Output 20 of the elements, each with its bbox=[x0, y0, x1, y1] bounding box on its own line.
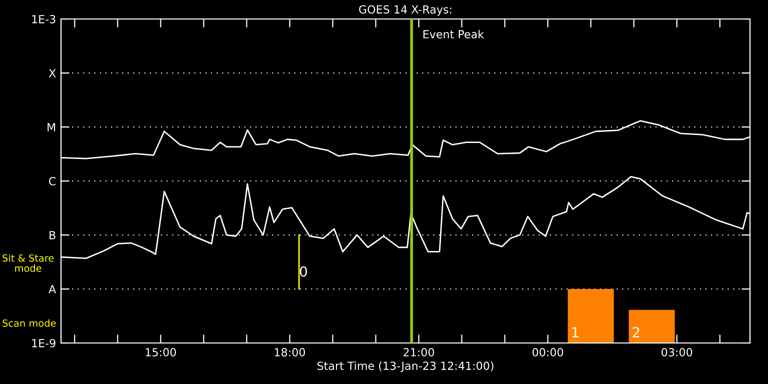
x-tick-label: 21:00 bbox=[404, 348, 434, 356]
x-tick-label: 03:00 bbox=[662, 348, 692, 356]
y-tick-label: C bbox=[49, 176, 56, 186]
x-tick-label: 18:00 bbox=[274, 348, 305, 356]
y-tick-label: M bbox=[48, 123, 56, 132]
annotation: 2 bbox=[632, 327, 640, 338]
annotation: 1 bbox=[572, 327, 578, 338]
text: Sit & Stare mode bbox=[2, 254, 54, 272]
y-tick-label: B bbox=[50, 231, 56, 240]
x-axis-title: Start Time (13-Jan-23 12:41:00) bbox=[317, 361, 494, 372]
y-tick-label: A bbox=[48, 285, 56, 294]
y-tick-label: 1E-3 bbox=[32, 14, 56, 24]
chart-title: GOES 14 X-Rays: bbox=[359, 5, 452, 16]
ref-line-label: Event Peak bbox=[423, 30, 484, 38]
x-tick-label: 00:00 bbox=[532, 348, 564, 356]
y-tick-label: X bbox=[48, 69, 56, 78]
y-tick-label: 1E-9 bbox=[32, 338, 56, 348]
x-tick-label: 15:00 bbox=[146, 348, 176, 356]
text: Scan mode bbox=[2, 319, 56, 327]
annotation: 0 bbox=[300, 266, 307, 277]
